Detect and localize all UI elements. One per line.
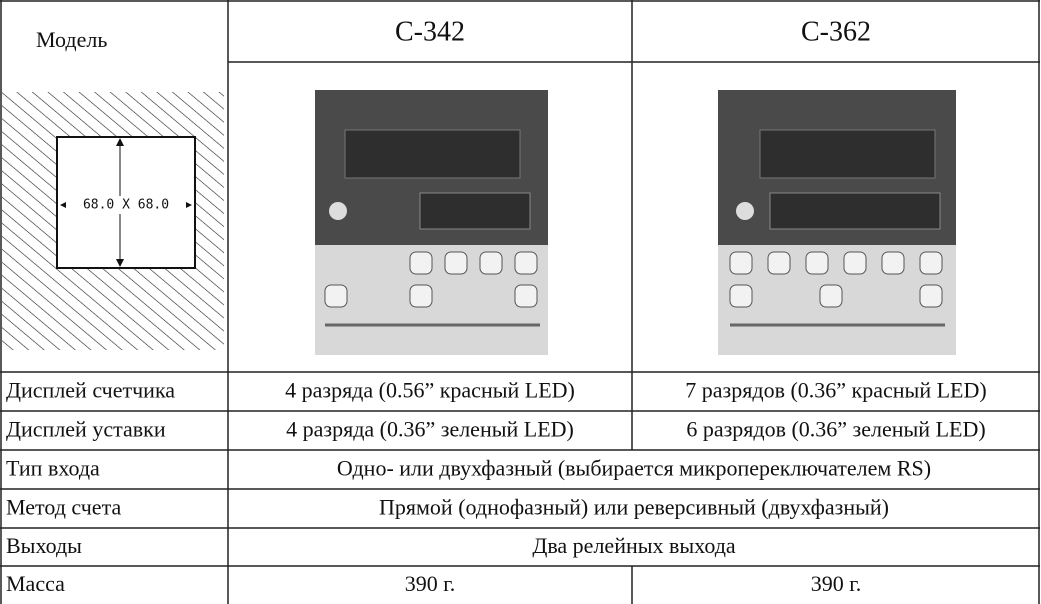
table-cell: Два релейных выхода [532, 533, 736, 558]
model-name: С-362 [801, 16, 871, 47]
model-label: Модель [36, 27, 107, 52]
table-cell: Метод счета [6, 495, 121, 520]
cutout-diagram: 68.0 X 68.0 [2, 92, 224, 350]
table-cell: Прямой (однофазный) или реверсивный (дву… [379, 495, 889, 520]
table-cell: Выходы [6, 533, 82, 558]
table-cell: Дисплей счетчика [6, 378, 175, 403]
table-cell: Масса [6, 571, 65, 596]
table-cell: Тип входа [6, 456, 100, 481]
device-image [718, 90, 956, 355]
table-cell: 4 разряда (0.36” зеленый LED) [286, 417, 574, 442]
table-cell: Дисплей уставки [6, 417, 166, 442]
table-cell: Одно- или двухфазный (выбирается микропе… [337, 456, 931, 481]
device-image [315, 90, 548, 355]
table-cell: 390 г. [811, 571, 862, 596]
table-cell: 7 разрядов (0.36” красный LED) [685, 378, 986, 403]
table-cell: 6 разрядов (0.36” зеленый LED) [686, 417, 985, 442]
spec-table: Модель С-342 С-362 68.0 X 68.0 [0, 0, 1041, 604]
dimension-label: 68.0 X 68.0 [83, 198, 169, 213]
table-cell: 390 г. [405, 571, 456, 596]
table-cell: 4 разряда (0.56” красный LED) [285, 378, 575, 403]
model-name: С-342 [395, 16, 465, 47]
